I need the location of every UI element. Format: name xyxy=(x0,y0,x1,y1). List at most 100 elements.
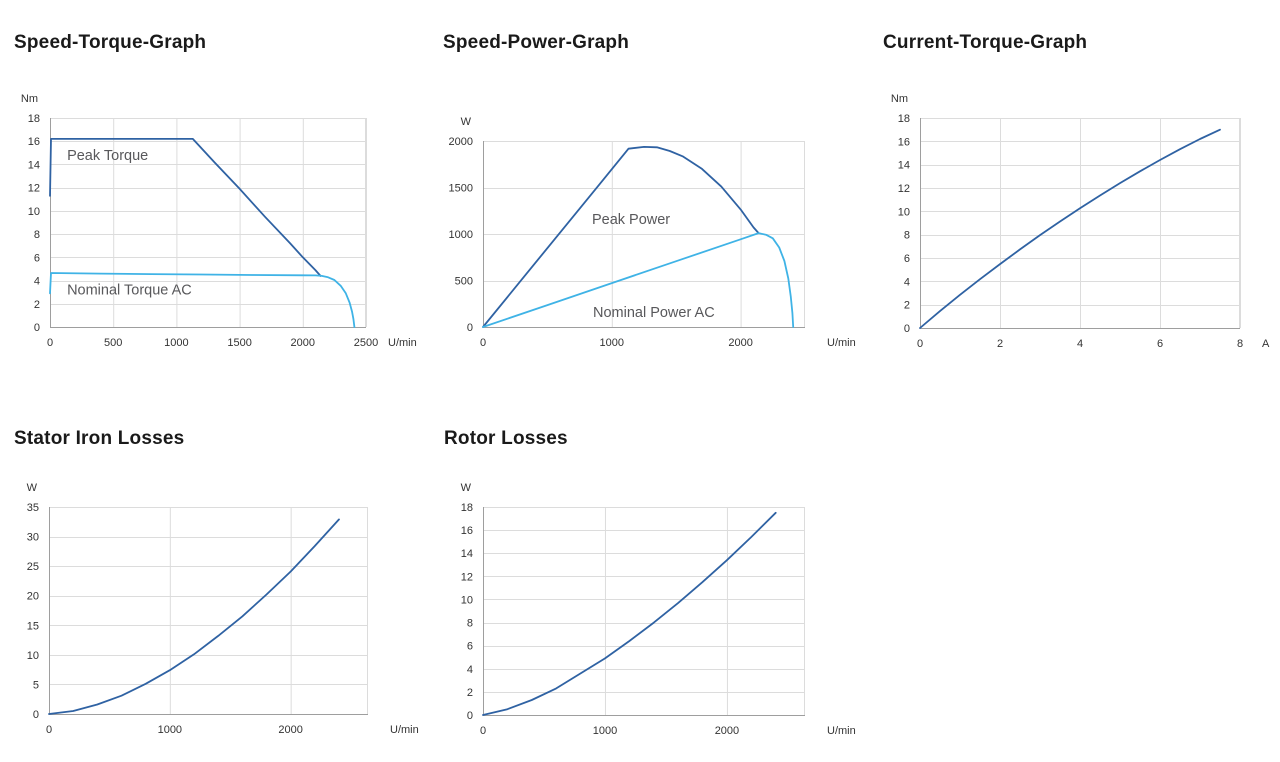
x-tick-label-1000: 1000 xyxy=(600,337,624,349)
y-tick-label-18: 18 xyxy=(898,113,910,125)
chart-title-speed-torque: Speed-Torque-Graph xyxy=(14,32,207,53)
x-tick-label-0: 0 xyxy=(46,724,52,736)
curve-label-peak-torque: Peak Torque xyxy=(67,148,148,164)
chart-title-rotor-losses: Rotor Losses xyxy=(444,428,568,449)
y-tick-label-0: 0 xyxy=(904,323,910,335)
series-nominal-power-ac xyxy=(482,232,795,328)
chart-rotor-losses: 0 2 4 6 8 10 12 14 16 18 0 1000 2000 W U/min xyxy=(461,482,856,737)
x-axis-unit-label: U/min xyxy=(390,724,419,736)
y-tick-label-14: 14 xyxy=(461,548,473,560)
y-tick-label-10: 10 xyxy=(27,650,39,662)
chart-stator-iron-losses: 0 5 10 15 20 25 30 35 0 1000 2000 W U/min xyxy=(27,482,419,736)
y-tick-label-12: 12 xyxy=(898,183,910,195)
y-tick-label-0: 0 xyxy=(33,709,39,721)
x-axis-unit-label: U/min xyxy=(388,337,417,349)
y-tick-label-2: 2 xyxy=(467,687,473,699)
series-nominal-torque-ac xyxy=(49,272,356,328)
x-tick-label-2000: 2000 xyxy=(278,724,302,736)
x-tick-label-2500: 2500 xyxy=(354,337,378,349)
y-tick-label-4: 4 xyxy=(467,664,473,676)
y-axis-unit-label: W xyxy=(27,482,38,494)
chart-title-speed-power: Speed-Power-Graph xyxy=(443,32,630,53)
y-tick-label-10: 10 xyxy=(28,206,40,218)
curve-label-nominal-torque-ac: Nominal Torque AC xyxy=(67,282,192,298)
axes-rotor-losses xyxy=(483,507,805,716)
y-tick-label-2000: 2000 xyxy=(449,136,473,148)
x-tick-label-500: 500 xyxy=(104,337,122,349)
y-tick-label-14: 14 xyxy=(28,159,40,171)
y-tick-label-16: 16 xyxy=(898,136,910,148)
curve-label-nominal-power-ac: Nominal Power AC xyxy=(593,305,715,321)
y-tick-label-5: 5 xyxy=(33,679,39,691)
y-tick-label-4: 4 xyxy=(904,276,910,288)
y-tick-label-14: 14 xyxy=(898,160,910,172)
y-tick-label-10: 10 xyxy=(898,206,910,218)
y-tick-label-18: 18 xyxy=(28,113,40,125)
y-tick-label-2: 2 xyxy=(904,300,910,312)
grid-speed-torque xyxy=(50,118,367,328)
x-tick-label-2000: 2000 xyxy=(728,337,752,349)
x-axis-unit-label: U/min xyxy=(827,725,856,737)
x-tick-label-2: 2 xyxy=(997,338,1003,350)
y-tick-label-2: 2 xyxy=(34,299,40,311)
y-tick-label-12: 12 xyxy=(461,571,473,583)
x-tick-label-1000: 1000 xyxy=(164,337,188,349)
x-tick-label-6: 6 xyxy=(1157,338,1163,350)
x-tick-label-4: 4 xyxy=(1077,338,1083,350)
axes-speed-power xyxy=(483,141,805,328)
x-tick-label-8: 8 xyxy=(1237,338,1243,350)
y-tick-label-25: 25 xyxy=(27,561,39,573)
y-tick-label-0: 0 xyxy=(467,710,473,722)
grid-stator-iron-losses xyxy=(49,507,368,715)
y-tick-label-0: 0 xyxy=(467,322,473,334)
series-stator-iron-losses xyxy=(48,518,340,715)
chart-speed-power: 0 500 1000 1500 2000 0 1000 2000 W U/min Peak Powe… xyxy=(449,116,856,349)
y-tick-label-15: 15 xyxy=(27,620,39,632)
y-tick-label-12: 12 xyxy=(28,183,40,195)
chart-speed-torque: 0 2 4 6 8 10 12 14 16 18 0 500 1000 1500 2000 2500 Nm U/m… xyxy=(21,93,417,349)
x-tick-label-0: 0 xyxy=(47,337,53,349)
chart-title-current-torque: Current-Torque-Graph xyxy=(883,32,1088,53)
x-axis-unit-label: A xyxy=(1262,338,1270,350)
x-tick-label-1000: 1000 xyxy=(158,724,182,736)
y-tick-label-8: 8 xyxy=(34,229,40,241)
y-tick-label-1000: 1000 xyxy=(449,229,473,241)
y-tick-label-0: 0 xyxy=(34,322,40,334)
series-peak-power xyxy=(482,146,760,328)
x-tick-label-1500: 1500 xyxy=(227,337,251,349)
grid-rotor-losses xyxy=(483,507,805,716)
y-tick-label-30: 30 xyxy=(27,532,39,544)
chart-title-stator-iron-losses: Stator Iron Losses xyxy=(14,428,185,449)
x-tick-label-2000: 2000 xyxy=(715,725,739,737)
y-tick-label-20: 20 xyxy=(27,591,39,603)
y-tick-label-16: 16 xyxy=(28,136,40,148)
x-tick-label-0: 0 xyxy=(917,338,923,350)
y-tick-label-35: 35 xyxy=(27,502,39,514)
x-tick-label-0: 0 xyxy=(480,337,486,349)
y-tick-label-4: 4 xyxy=(34,276,40,288)
y-tick-label-18: 18 xyxy=(461,502,473,514)
x-axis-unit-label: U/min xyxy=(827,337,856,349)
y-tick-label-6: 6 xyxy=(904,253,910,265)
y-tick-label-8: 8 xyxy=(904,230,910,242)
axes-current-torque xyxy=(920,118,1240,329)
chart-current-torque: 0 2 4 6 8 10 12 14 16 18 0 2 4 6 8 Nm A xyxy=(891,93,1270,350)
y-axis-unit-label: Nm xyxy=(21,93,38,105)
x-tick-label-2000: 2000 xyxy=(291,337,315,349)
y-tick-label-1500: 1500 xyxy=(449,183,473,195)
y-tick-label-6: 6 xyxy=(34,252,40,264)
y-tick-label-16: 16 xyxy=(461,525,473,537)
y-axis-unit-label: Nm xyxy=(891,93,908,105)
series-peak-torque xyxy=(49,138,322,277)
series-torque-vs-current xyxy=(919,128,1221,329)
x-tick-label-0: 0 xyxy=(480,725,486,737)
y-tick-label-8: 8 xyxy=(467,618,473,630)
grid-current-torque xyxy=(920,118,1241,329)
x-tick-label-1000: 1000 xyxy=(593,725,617,737)
y-axis-unit-label: W xyxy=(461,116,472,128)
y-axis-unit-label: W xyxy=(461,482,472,494)
y-tick-label-6: 6 xyxy=(467,641,473,653)
y-tick-label-10: 10 xyxy=(461,594,473,606)
